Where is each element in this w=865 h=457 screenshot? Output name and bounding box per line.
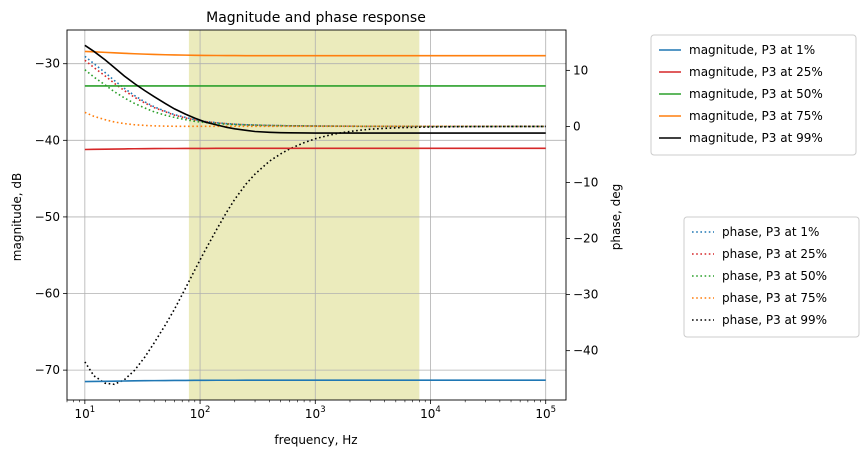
phase-line xyxy=(84,111,546,128)
plot-frame xyxy=(66,29,567,401)
magnitude-line xyxy=(84,147,546,151)
x-tick-label: 105 xyxy=(535,405,556,421)
legend-label: magnitude, P3 at 99% xyxy=(689,131,823,145)
legend-box xyxy=(650,34,857,156)
legend-label: magnitude, P3 at 1% xyxy=(689,43,815,57)
chart-title: Magnitude and phase response xyxy=(206,10,426,26)
y-right-tick-label: 10 xyxy=(573,63,588,77)
y-axis-left-label: magnitude, dB xyxy=(10,173,24,261)
magnitude-line xyxy=(84,379,546,383)
grid xyxy=(67,30,566,400)
y-axis-right-label: phase, deg xyxy=(609,184,623,250)
x-tick-label: 103 xyxy=(305,405,326,421)
x-tick-label: 102 xyxy=(190,405,211,421)
y-right-tick-label: 0 xyxy=(573,119,581,133)
magnitude-line xyxy=(84,44,546,134)
magnitude-line xyxy=(84,50,546,57)
legend-label: phase, P3 at 75% xyxy=(722,291,827,305)
phase-line xyxy=(84,125,546,386)
legend-label: phase, P3 at 99% xyxy=(722,313,827,327)
y-left-tick-label: −60 xyxy=(35,287,60,301)
x-tick-label: 104 xyxy=(420,405,441,421)
shaded-frequency-band xyxy=(188,30,420,400)
y-left-tick-label: −40 xyxy=(35,133,60,147)
legend-label: magnitude, P3 at 25% xyxy=(689,65,823,79)
phase-line xyxy=(84,59,546,128)
y-right-tick-label: −30 xyxy=(573,288,598,302)
y-right-tick-label: −20 xyxy=(573,232,598,246)
legend-label: phase, P3 at 50% xyxy=(722,269,827,283)
phase-legend: phase, P3 at 1% phase, P3 at 25% phase, P3… xyxy=(683,216,860,338)
legend-box xyxy=(683,216,860,338)
y-right-tick-label: −10 xyxy=(573,175,598,189)
legend-label: phase, P3 at 25% xyxy=(722,247,827,261)
magnitude-legend: magnitude, P3 at 1% magnitude, P3 at 25% m… xyxy=(650,34,857,156)
y-left-tick-label: −30 xyxy=(35,57,60,71)
legend-label: magnitude, P3 at 50% xyxy=(689,87,823,101)
legend-label: phase, P3 at 1% xyxy=(722,225,819,239)
x-tick-label: 101 xyxy=(74,405,95,421)
y-left-tick-label: −50 xyxy=(35,210,60,224)
x-axis-label: frequency, Hz xyxy=(274,433,357,447)
y-right-tick-label: −40 xyxy=(573,344,598,358)
y-left-tick-label: −70 xyxy=(35,363,60,377)
legend-label: magnitude, P3 at 75% xyxy=(689,109,823,123)
